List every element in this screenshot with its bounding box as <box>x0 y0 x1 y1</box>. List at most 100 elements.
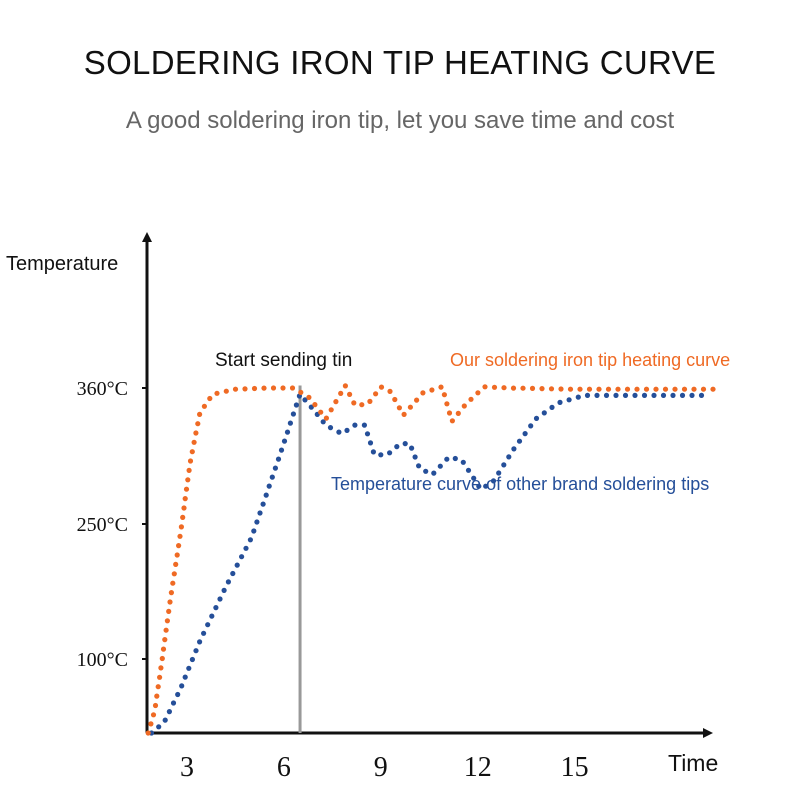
our-tip-curve-point <box>164 618 170 624</box>
our-tip-curve-point <box>323 415 329 421</box>
other-brand-curve-point <box>225 579 231 585</box>
other-brand-curve-point <box>431 470 437 476</box>
our-tip-curve-point <box>429 387 435 393</box>
other-brand-curve-point <box>412 454 418 460</box>
other-brand-curve-point <box>260 501 266 507</box>
x-tick-label: 6 <box>277 752 291 783</box>
our-tip-curve-point <box>280 385 286 391</box>
our-tip-curve-point <box>359 402 365 408</box>
our-tip-curve-point <box>312 402 318 408</box>
other-brand-curve-point <box>471 475 477 481</box>
our-tip-curve-point <box>170 580 176 586</box>
other-brand-curve-point <box>490 478 497 484</box>
x-tick-label: 9 <box>374 752 388 783</box>
other-brand-curve-point <box>166 709 172 715</box>
other-brand-curve-point <box>257 510 263 516</box>
our-tip-curve-point <box>438 384 444 390</box>
our-tip-curve-point <box>328 407 334 413</box>
our-tip-curve-point <box>455 410 461 416</box>
our-tip-curve-point <box>387 388 393 394</box>
other-brand-curve-point <box>444 456 450 462</box>
other-brand-curve-point <box>603 392 610 398</box>
other-brand-curve-point <box>465 467 472 473</box>
other-brand-curve-point <box>290 411 296 417</box>
other-brand-curve-point <box>364 431 371 437</box>
other-brand-curve-point <box>698 392 705 398</box>
our-tip-curve-point <box>166 608 172 615</box>
our-tip-curve-point <box>148 721 154 727</box>
our-tip-curve-point <box>242 386 248 392</box>
other-brand-curve-point <box>689 392 695 398</box>
our-tip-curve-point <box>624 386 631 392</box>
other-brand-curve-point <box>263 492 269 498</box>
our-tip-curve-point <box>615 386 621 392</box>
our-tip-curve-point <box>173 561 179 568</box>
other-brand-curve-point <box>533 415 540 421</box>
our-tip-curve-point <box>158 665 164 671</box>
our-tip-curve-point <box>261 385 267 391</box>
other-brand-curve-point <box>189 656 195 663</box>
our-tip-curve-point <box>468 396 474 402</box>
other-brand-curve-point <box>584 392 591 398</box>
other-brand-curve-point <box>522 431 528 437</box>
other-brand-curve-point <box>423 468 429 474</box>
our-tip-curve-point <box>672 386 678 392</box>
our-tip-curve-point <box>189 449 195 455</box>
our-tip-curve-point <box>634 386 640 392</box>
other-brand-curve-point <box>193 648 199 654</box>
other-brand-curve-point <box>516 438 523 444</box>
our-tip-curve-point <box>475 390 481 396</box>
our-tip-curve-point <box>180 514 186 521</box>
our-tip-curve-point <box>444 401 450 407</box>
our-tip-curve-point <box>449 418 455 424</box>
other-brand-curve-point <box>352 422 358 428</box>
other-brand-curve-point <box>367 440 374 446</box>
y-tick-label: 100°C <box>77 649 128 671</box>
other-brand-curve-point <box>293 402 299 408</box>
legend-ours: Our soldering iron tip heating curve <box>450 350 730 370</box>
other-brand-curve-point <box>213 605 219 611</box>
legend-other: Temperature curve of other brand solderi… <box>331 474 709 494</box>
our-tip-curve-point <box>155 684 161 690</box>
y-axis-label: Temperature <box>6 253 118 275</box>
other-brand-curve-point <box>209 613 215 619</box>
our-tip-curve-point <box>461 403 467 409</box>
our-tip-curve-point <box>333 399 339 405</box>
other-brand-curve-point <box>651 392 657 398</box>
other-brand-curve-point <box>549 404 555 410</box>
other-brand-curve-point <box>327 425 334 431</box>
our-tip-curve-point <box>182 496 188 502</box>
our-tip-curve-point <box>232 386 239 392</box>
our-tip-curve-point <box>577 386 583 392</box>
y-tick-label: 360°C <box>77 378 128 400</box>
our-tip-curve-point <box>510 385 517 391</box>
other-brand-curve-point <box>205 622 211 628</box>
our-tip-curve-point <box>145 730 151 736</box>
other-brand-curve-point <box>336 429 342 435</box>
our-tip-curve-point <box>347 391 353 397</box>
page-subtitle: A good soldering iron tip, let you save … <box>125 107 675 134</box>
our-tip-curve-point <box>174 552 180 558</box>
y-tick-label: 250°C <box>77 514 128 536</box>
our-tip-curve-point <box>191 439 197 445</box>
other-brand-curve-point <box>660 392 667 398</box>
other-brand-curve-point <box>679 392 686 398</box>
other-brand-curve-point <box>511 446 517 452</box>
our-tip-curve-point <box>289 385 296 391</box>
our-tip-curve-point <box>176 543 182 549</box>
other-brand-curve-point <box>476 483 482 489</box>
our-tip-curve-point <box>596 386 602 392</box>
our-tip-curve-point <box>351 400 357 406</box>
other-brand-curve-point <box>344 427 350 433</box>
our-tip-curve-point <box>150 712 157 718</box>
other-brand-curve-point <box>370 449 376 455</box>
our-tip-curve-point <box>520 385 526 391</box>
our-tip-curve-point <box>177 533 183 539</box>
other-brand-curve-point <box>378 452 384 458</box>
our-tip-curve-point <box>181 505 187 511</box>
other-brand-curve-point <box>541 410 547 416</box>
our-tip-curve-point <box>529 385 536 391</box>
our-tip-curve-point <box>162 637 168 643</box>
other-brand-curve-point <box>156 724 162 730</box>
